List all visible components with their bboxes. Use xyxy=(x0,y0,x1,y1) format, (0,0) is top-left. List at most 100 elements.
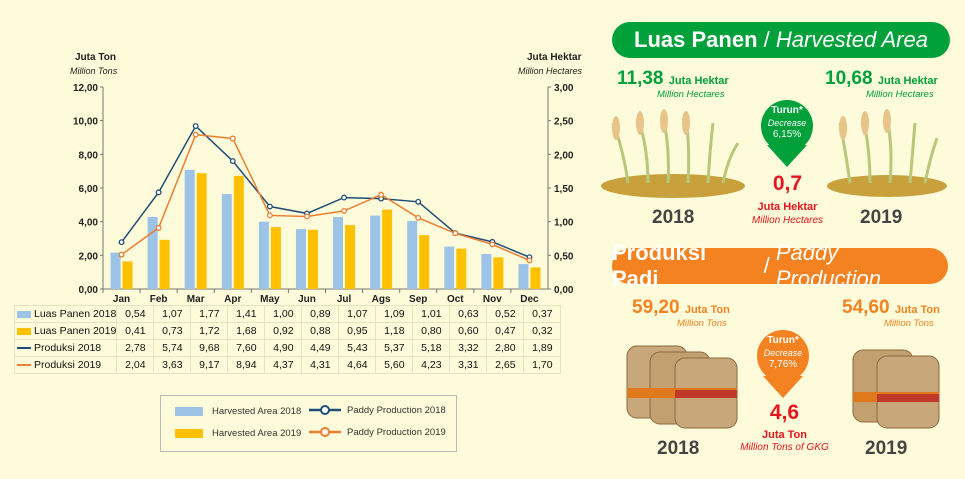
bar-luas-panen-2019 xyxy=(345,225,356,289)
bar-luas-panen-2019 xyxy=(307,229,318,289)
table-cell: 2,65 xyxy=(486,356,525,374)
table-cell: 4,90 xyxy=(264,339,303,357)
unit: Juta Hektar xyxy=(668,75,729,87)
data-point xyxy=(192,123,199,130)
bar-luas-panen-2019 xyxy=(122,261,133,289)
table-cell: 1,89 xyxy=(523,339,562,357)
harvest-2018-value: 11,38 Juta Hektar xyxy=(617,68,729,90)
harvest-2019-value: 10,68 Juta Hektar xyxy=(825,68,938,90)
table-cell: 0,32 xyxy=(523,322,562,340)
banner-title-en: Paddy Production xyxy=(775,240,882,291)
table-cell: 0,60 xyxy=(449,322,488,340)
right-tick-label: 3,00 xyxy=(554,83,574,94)
table-cell: 0,89 xyxy=(301,305,340,323)
banner-title-en: Harvested Area xyxy=(775,27,928,52)
value: 54,60 xyxy=(842,297,890,318)
data-point xyxy=(229,135,236,142)
table-cell: 1,07 xyxy=(153,305,192,323)
bar-luas-panen-2018 xyxy=(518,264,529,289)
bar-luas-panen-2019 xyxy=(530,267,541,289)
x-tick-label: Feb xyxy=(150,294,168,305)
table-cell: 5,60 xyxy=(375,356,414,374)
table-cell: 0,47 xyxy=(486,322,525,340)
production-diff-unit: Juta Ton xyxy=(761,429,807,441)
data-point xyxy=(155,189,162,196)
bar-luas-panen-2018 xyxy=(295,229,306,289)
legend-item: Paddy Production 2019 xyxy=(309,426,446,438)
data-point xyxy=(378,191,385,198)
legend-label: Paddy Production 2018 xyxy=(347,404,446,416)
production-diff-value: 4,6 xyxy=(769,401,800,424)
right-axis-title: Juta Hektar xyxy=(527,52,582,63)
bar-luas-panen-2018 xyxy=(407,220,418,289)
table-cell: 0,63 xyxy=(449,305,488,323)
bar-luas-panen-2018 xyxy=(258,221,269,289)
harvest-2019-unit-en: Million Hectares xyxy=(866,89,934,100)
bar-luas-panen-2018 xyxy=(444,246,455,289)
production-year-2019: 2019 xyxy=(865,438,908,459)
right-tick-label: 1,50 xyxy=(554,184,574,195)
table-cell: 1,68 xyxy=(227,322,266,340)
bar-luas-panen-2018 xyxy=(110,252,121,289)
decrease-percent: 6,15% xyxy=(772,129,802,140)
bar-luas-panen-2019 xyxy=(493,257,504,289)
data-point xyxy=(266,212,273,219)
right-axis-subtitle: Million Hectares xyxy=(518,66,583,76)
table-cell: 1,72 xyxy=(190,322,229,340)
rice-sacks-2019-icon xyxy=(852,349,940,429)
down-arrow-icon xyxy=(763,376,803,398)
harvest-2018-unit-en: Million Hectares xyxy=(657,89,725,100)
turun-label: Turun* xyxy=(771,105,803,116)
series-name: Produksi 2018 xyxy=(34,342,102,354)
legend-swatch xyxy=(175,407,203,416)
legend-item: Harvested Area 2019 xyxy=(175,428,301,439)
bar-luas-panen-2018 xyxy=(370,215,381,289)
left-tick-label: 8,00 xyxy=(79,150,99,161)
table-cell: 4,31 xyxy=(301,356,340,374)
legend-label: Harvested Area 2018 xyxy=(212,406,302,417)
table-cell: 1,07 xyxy=(338,305,377,323)
data-point xyxy=(118,239,125,246)
left-tick-label: 0,00 xyxy=(79,285,99,296)
right-tick-label: 0,50 xyxy=(554,251,574,262)
bar-swatch xyxy=(17,310,31,318)
row-label: Luas Panen 2019 xyxy=(13,322,118,340)
production-year-2018: 2018 xyxy=(657,438,700,459)
bar-luas-panen-2019 xyxy=(419,235,430,289)
x-tick-label: Jul xyxy=(337,294,352,305)
row-label: Produksi 2019 xyxy=(13,356,118,374)
banner-title: Luas Panen xyxy=(634,27,758,52)
value: 10,68 xyxy=(825,68,873,89)
banner-title: Produksi Padi xyxy=(612,240,707,291)
table-cell: 9,68 xyxy=(190,339,229,357)
legend-item: Harvested Area 2018 xyxy=(175,406,301,417)
table-cell: 5,74 xyxy=(153,339,192,357)
series-name: Luas Panen 2019 xyxy=(34,325,117,337)
table-cell: 1,00 xyxy=(264,305,303,323)
bar-swatch xyxy=(17,327,31,335)
left-axis-subtitle: Million Tons xyxy=(70,66,118,76)
production-decrease-badge: Turun* Decrease 7,76% xyxy=(757,330,809,382)
harvest-diff-unit: Juta Hektar xyxy=(757,201,818,213)
left-axis-title: Juta Ton xyxy=(75,52,116,63)
right-tick-label: 0,00 xyxy=(554,285,574,296)
table-cell: 0,41 xyxy=(116,322,155,340)
decrease-label: Decrease xyxy=(767,118,807,128)
table-cell: 0,80 xyxy=(412,322,451,340)
bar-luas-panen-2019 xyxy=(456,248,467,289)
line-swatch xyxy=(17,364,31,367)
table-cell: 0,73 xyxy=(153,322,192,340)
bar-luas-panen-2018 xyxy=(221,194,232,289)
table-cell: 2,78 xyxy=(116,339,155,357)
table-row: Luas Panen 2019 0,41 0,73 1,72 1,68 0,92 0,88 0… xyxy=(13,322,562,340)
rice-sacks-2018-icon xyxy=(626,345,738,429)
harvest-diff-unit-en: Million Hectares xyxy=(751,215,824,226)
table-cell: 1,18 xyxy=(375,322,414,340)
bar-luas-panen-2018 xyxy=(481,253,492,289)
x-tick-label: Oct xyxy=(447,294,464,305)
table-cell: 2,04 xyxy=(116,356,155,374)
legend-item: Paddy Production 2018 xyxy=(309,404,446,416)
table-cell: 4,49 xyxy=(301,339,340,357)
x-tick-label: Dec xyxy=(520,294,539,305)
decrease-label: Decrease xyxy=(763,348,803,358)
